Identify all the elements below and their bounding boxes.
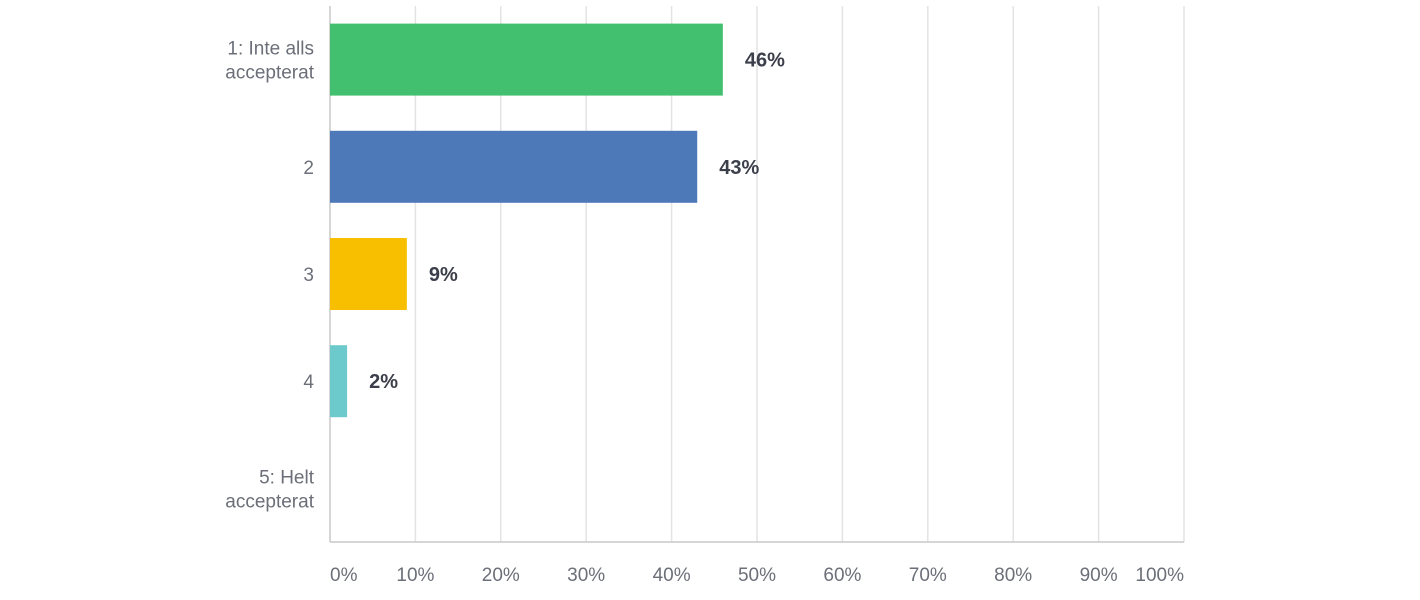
x-tick-label-5: 50%: [738, 565, 776, 586]
bar-4: [330, 345, 348, 418]
x-tick-label-1: 10%: [396, 565, 434, 586]
x-tick-label-7: 70%: [909, 565, 947, 586]
x-tick-label-2: 20%: [482, 565, 520, 586]
x-tick-label-10: 100%: [1135, 565, 1184, 586]
x-tick-label-4: 40%: [653, 565, 691, 586]
x-tick-label-6: 60%: [823, 565, 861, 586]
x-tick-label-8: 80%: [994, 565, 1032, 586]
value-label-3: 9%: [429, 264, 458, 286]
category-label-3: 3: [303, 265, 314, 286]
category-label-4: 4: [303, 372, 314, 393]
value-label-2: 43%: [719, 157, 759, 179]
bar-1: [330, 23, 723, 96]
category-label-2: 2: [303, 158, 314, 179]
value-label-4: 2%: [369, 371, 398, 393]
bar-2: [330, 130, 698, 203]
category-label-1: 1: Inte alls accepterat: [225, 39, 314, 84]
bar-3: [330, 238, 407, 310]
x-tick-label-3: 30%: [567, 565, 605, 586]
x-tick-label-9: 90%: [1080, 565, 1118, 586]
x-tick-label-0: 0%: [330, 565, 358, 586]
category-label-5: 5: Helt accepterat: [225, 467, 314, 512]
value-label-1: 46%: [745, 50, 785, 72]
